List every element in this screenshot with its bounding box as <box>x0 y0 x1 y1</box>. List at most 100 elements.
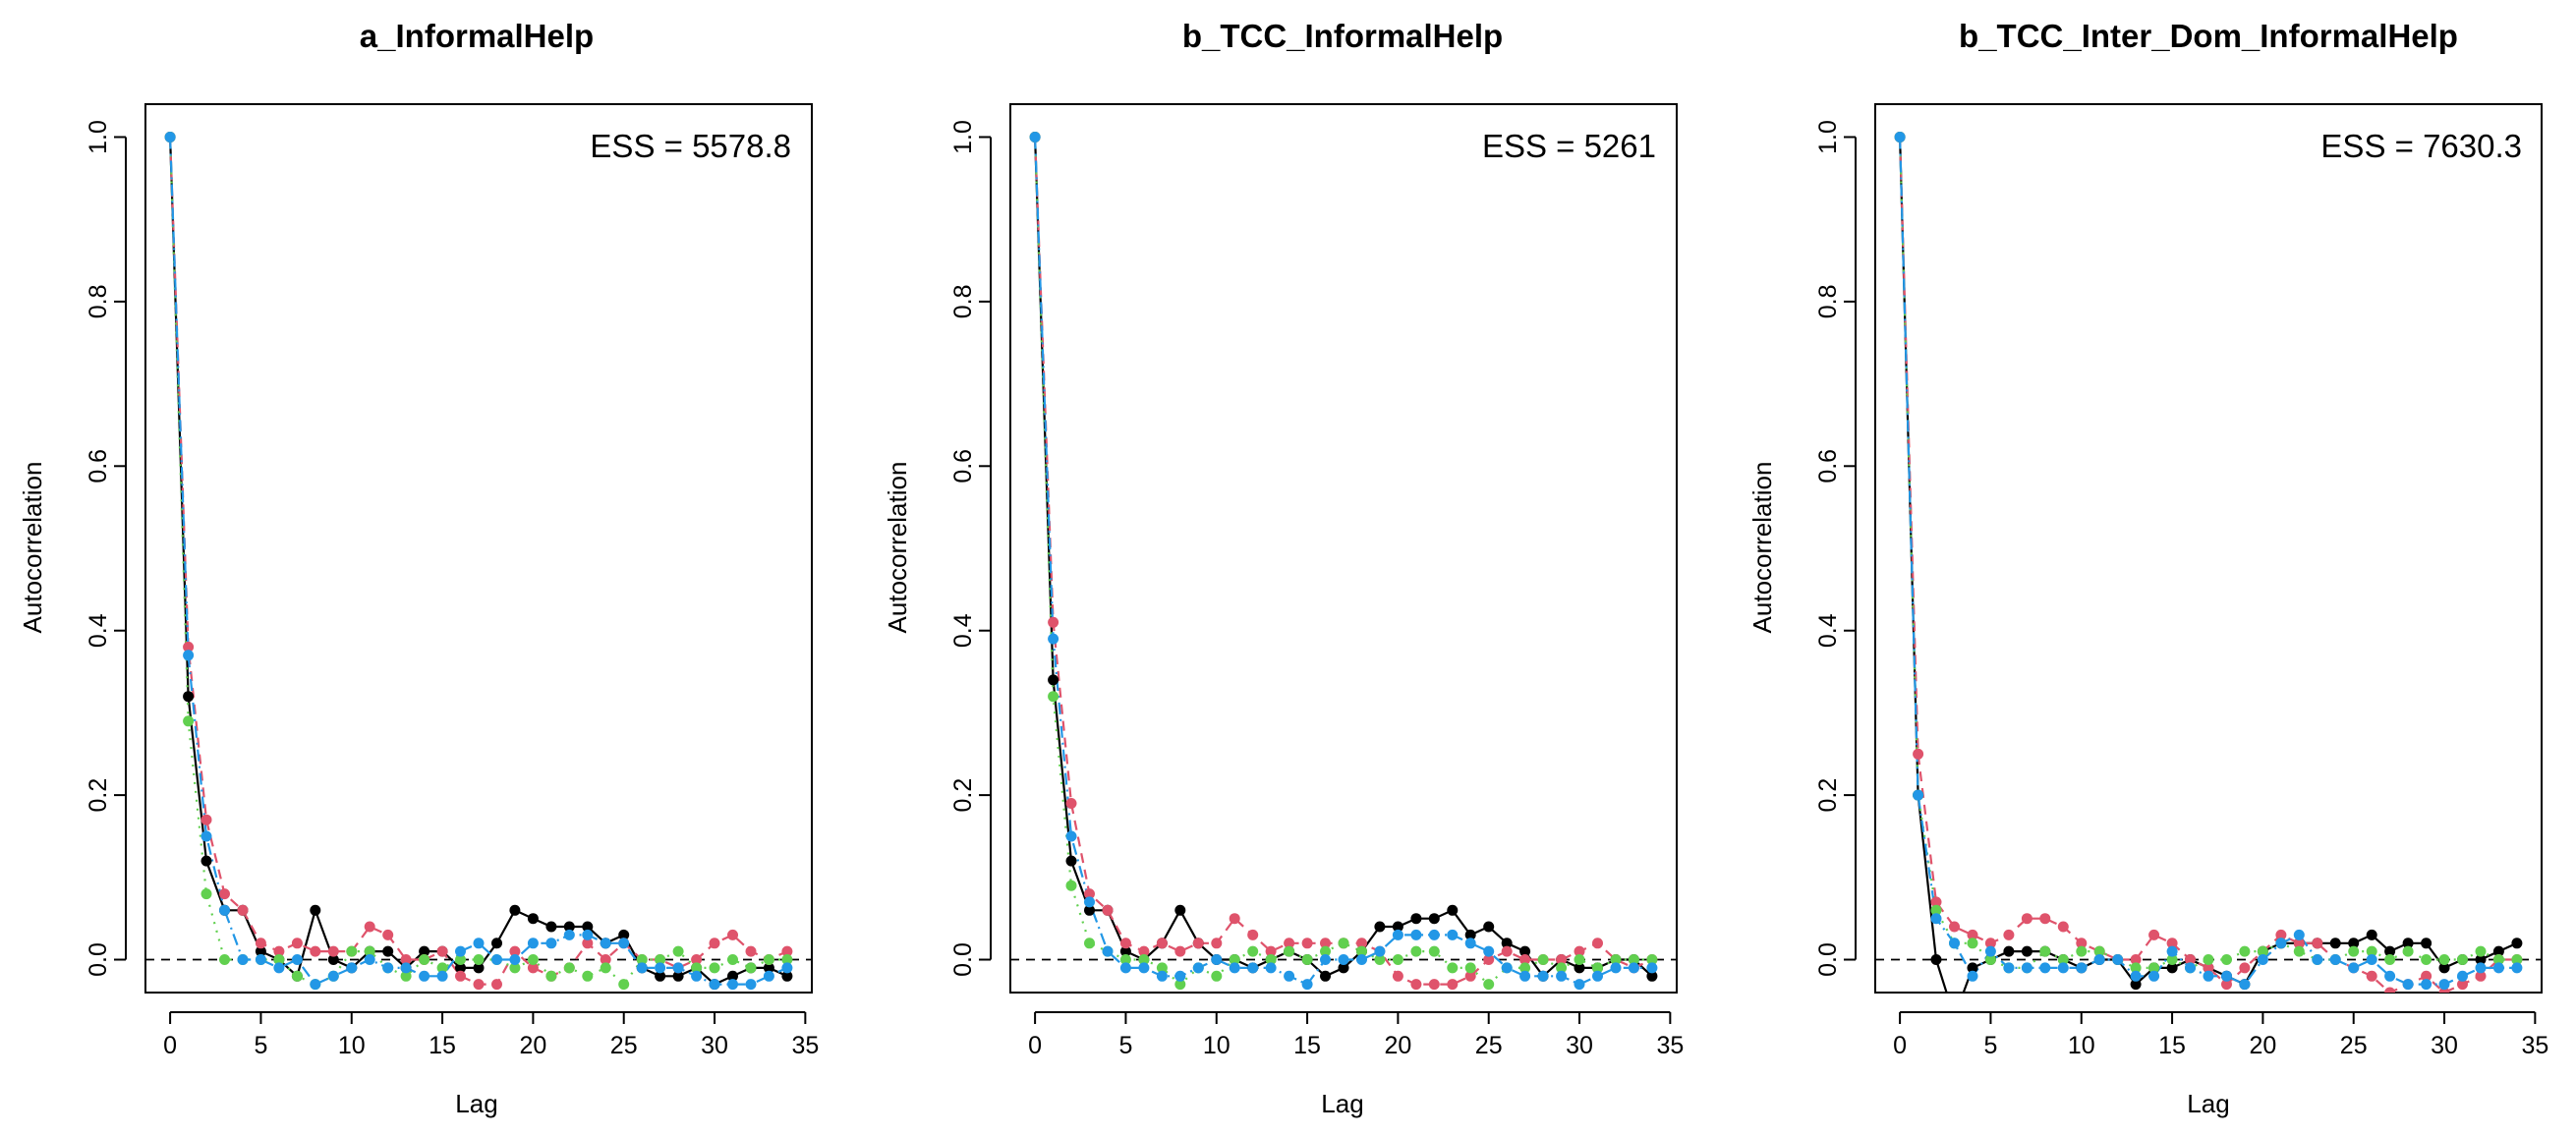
data-point-chain-2 <box>1501 945 1513 957</box>
data-point-chain-4 <box>1967 970 1978 982</box>
data-point-chain-4 <box>1356 954 1367 965</box>
data-point-chain-2 <box>691 954 703 965</box>
data-point-chain-2 <box>291 938 303 949</box>
data-point-chain-2 <box>2275 929 2287 940</box>
data-point-chain-2 <box>1265 945 1277 957</box>
data-point-chain-3 <box>1574 954 1585 965</box>
data-point-chain-3 <box>1065 880 1077 891</box>
data-point-chain-1 <box>618 929 630 940</box>
data-point-chain-1 <box>1048 674 1059 686</box>
y-tick-label: 1.0 <box>949 120 977 154</box>
data-point-chain-2 <box>455 970 466 982</box>
data-point-chain-2 <box>2021 913 2032 925</box>
data-point-chain-1 <box>2511 938 2523 949</box>
data-point-chain-1 <box>1519 945 1531 957</box>
x-tick-label: 15 <box>1293 1032 1321 1059</box>
data-point-chain-4 <box>672 962 684 974</box>
data-point-chain-4 <box>2348 962 2360 974</box>
data-point-chain-1 <box>1320 970 1331 982</box>
data-point-chain-3 <box>1356 945 1367 957</box>
data-point-chain-1 <box>582 921 594 933</box>
data-point-chain-1 <box>563 921 575 933</box>
data-point-chain-3 <box>763 954 774 965</box>
data-point-chain-1 <box>2329 938 2341 949</box>
data-point-chain-3 <box>1483 979 1495 991</box>
data-point-chain-2 <box>1065 798 1077 809</box>
data-point-chain-4 <box>2057 962 2069 974</box>
data-point-chain-3 <box>655 954 666 965</box>
chart-title: b_TCC_InformalHelp <box>1182 18 1503 54</box>
data-point-chain-4 <box>491 954 502 965</box>
data-point-chain-4 <box>763 970 774 982</box>
ess-annotation: ESS = 5578.8 <box>590 128 791 164</box>
data-point-chain-3 <box>1537 954 1549 965</box>
data-point-chain-3 <box>346 945 358 957</box>
ess-annotation: ESS = 5261 <box>1482 128 1656 164</box>
data-point-chain-4 <box>382 962 394 974</box>
data-point-chain-3 <box>2057 954 2069 965</box>
data-point-chain-4 <box>1410 929 1422 940</box>
data-point-chain-4 <box>2021 962 2032 974</box>
data-point-chain-1 <box>1374 921 1386 933</box>
data-point-chain-4 <box>237 954 249 965</box>
y-tick-label: 0.6 <box>85 449 112 483</box>
data-point-chain-1 <box>2348 938 2360 949</box>
data-point-chain-3 <box>1084 938 1095 949</box>
data-point-chain-1 <box>1392 921 1403 933</box>
data-point-chain-1 <box>2492 945 2504 957</box>
data-point-chain-4 <box>1138 962 1150 974</box>
x-tick-label: 10 <box>338 1032 366 1059</box>
data-point-chain-2 <box>1048 616 1059 628</box>
x-tick-label: 0 <box>163 1032 177 1059</box>
data-point-chain-4 <box>2076 962 2088 974</box>
y-axis-label: Autocorrelation <box>1747 462 1777 634</box>
data-point-chain-4 <box>1265 962 1277 974</box>
data-point-chain-4 <box>509 954 521 965</box>
data-point-chain-1 <box>1483 921 1495 933</box>
data-point-chain-2 <box>1984 938 1996 949</box>
data-point-chain-3 <box>781 954 793 965</box>
data-point-chain-3 <box>2348 945 2360 957</box>
data-point-chain-1 <box>1501 938 1513 949</box>
data-point-chain-4 <box>636 962 648 974</box>
data-point-chain-1 <box>2421 938 2433 949</box>
data-point-chain-4 <box>1156 970 1168 982</box>
data-point-chain-3 <box>563 962 575 974</box>
y-tick-label: 0.8 <box>949 285 977 319</box>
data-point-chain-4 <box>419 970 430 982</box>
data-point-chain-2 <box>364 921 375 933</box>
data-point-chain-3 <box>2475 945 2487 957</box>
x-tick-label: 5 <box>254 1032 267 1059</box>
data-point-chain-4 <box>255 954 266 965</box>
data-point-chain-3 <box>1284 945 1295 957</box>
data-point-chain-4 <box>2475 962 2487 974</box>
data-point-chain-3 <box>1174 979 1186 991</box>
data-point-chain-3 <box>455 954 466 965</box>
data-point-chain-3 <box>2511 954 2523 965</box>
data-point-chain-2 <box>491 979 502 991</box>
data-point-chain-4 <box>1211 954 1223 965</box>
data-point-chain-3 <box>2457 954 2468 965</box>
x-tick-label: 25 <box>1475 1032 1503 1059</box>
data-point-chain-2 <box>527 962 539 974</box>
data-point-chain-3 <box>1592 962 1603 974</box>
data-point-chain-2 <box>436 945 448 957</box>
data-point-chain-3 <box>745 962 757 974</box>
data-point-chain-1 <box>2402 938 2414 949</box>
data-point-chain-3 <box>219 954 230 965</box>
series-line-chain-1 <box>169 137 788 986</box>
x-tick-label: 30 <box>701 1032 728 1059</box>
data-point-chain-3 <box>2148 962 2160 974</box>
data-point-chain-4 <box>2130 970 2142 982</box>
data-point-chain-3 <box>1610 954 1622 965</box>
y-tick-label: 0.8 <box>85 285 112 319</box>
series-line-chain-1 <box>1899 137 2518 993</box>
data-point-chain-1 <box>1967 962 1978 974</box>
data-point-chain-2 <box>1556 954 1568 965</box>
data-point-chain-2 <box>1138 945 1150 957</box>
data-point-chain-4 <box>1174 970 1186 982</box>
acf-panel-b-tcc-informalhelp: b_TCC_InformalHelp ESS = 5261 Lag Autoco… <box>883 18 1684 1118</box>
data-point-chain-2 <box>2239 962 2251 974</box>
data-point-chain-1 <box>1410 913 1422 925</box>
data-point-chain-1 <box>2438 962 2450 974</box>
